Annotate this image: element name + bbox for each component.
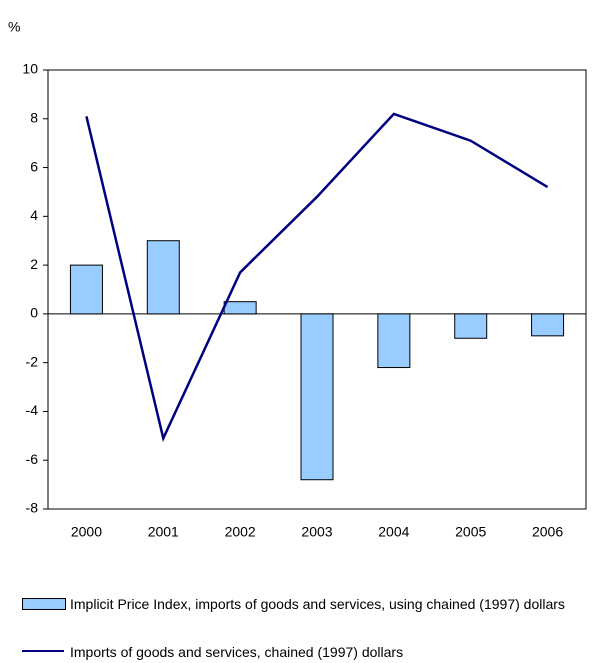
bar [531, 313, 565, 337]
bar [69, 264, 103, 315]
x-tick-label: 2003 [301, 524, 332, 540]
x-tick-label: 2006 [532, 524, 563, 540]
bar [454, 313, 488, 339]
line [85, 112, 549, 443]
y-tick-label: 0 [30, 305, 38, 321]
y-tick-label: 8 [30, 109, 38, 125]
y-tick-label: -4 [26, 402, 39, 418]
chart: % -8 -6 -4 -2 0 2 4 6 8 10 2000 2001 2002 2003 2004 200… [8, 19, 587, 540]
y-tick-label: 4 [30, 207, 38, 223]
bar [223, 301, 257, 315]
bar [377, 313, 411, 369]
plot-frame [47, 69, 587, 510]
y-tick-label: -6 [26, 451, 39, 467]
x-tick-label: 2005 [455, 524, 486, 540]
legend-label: Implicit Price Index, imports of goods a… [70, 596, 565, 612]
x-tick-label: 2004 [378, 524, 409, 540]
bar [300, 313, 334, 481]
x-tick-label: 2001 [148, 524, 179, 540]
bar [146, 240, 180, 315]
legend-label: Imports of goods and services, chained (… [70, 644, 404, 660]
x-tick-label: 2002 [225, 524, 256, 540]
y-tick-label: -8 [26, 500, 39, 516]
x-tick-label: 2000 [71, 524, 102, 540]
legend-swatch [22, 650, 64, 652]
y-tick-label: 10 [22, 61, 38, 77]
y-tick-label: 2 [30, 256, 38, 272]
y-unit: % [8, 19, 20, 35]
y-tick-label: -2 [26, 353, 39, 369]
y-tick-label: 6 [30, 158, 38, 174]
legend-swatch [22, 598, 66, 610]
